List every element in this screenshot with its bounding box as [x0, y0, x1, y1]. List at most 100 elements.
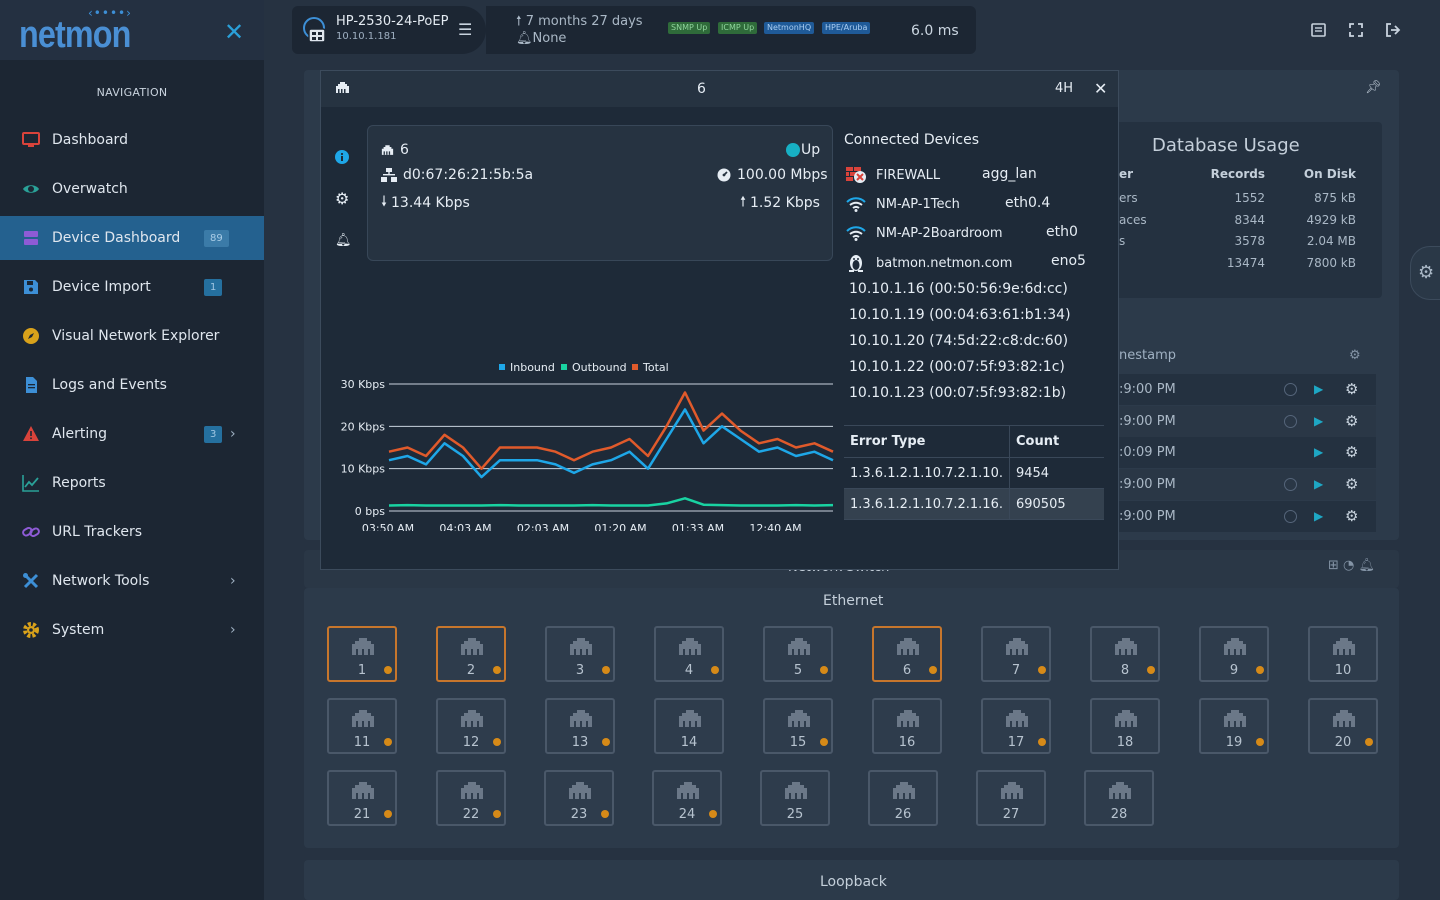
port-name: 6: [400, 142, 409, 158]
sidebar-item-overwatch[interactable]: Overwatch: [0, 167, 264, 211]
connected-device-row[interactable]: NM-AP-1Tech: [846, 196, 960, 212]
count-header[interactable]: Count: [1008, 425, 1104, 458]
connected-device-interface: eno5: [1051, 253, 1086, 269]
gear-icon[interactable]: ⚙: [1349, 348, 1361, 363]
time-range-selector[interactable]: 4H: [1055, 81, 1074, 96]
play-icon[interactable]: ▶: [1314, 413, 1324, 428]
play-icon[interactable]: ▶: [1314, 382, 1324, 396]
sidebar-item-label: Device Dashboard: [52, 230, 181, 246]
series-line-total: [388, 391, 834, 470]
sidebar: ‹••••› netmon ✕ NAVIGATION Dashboard Over…: [0, 0, 264, 900]
fullscreen-icon[interactable]: [1349, 23, 1363, 37]
ethernet-port[interactable]: 20: [1308, 698, 1378, 754]
ethernet-port-icon: [351, 782, 375, 804]
ethernet-port[interactable]: 7: [981, 626, 1051, 682]
nav-heading: NAVIGATION: [96, 86, 168, 99]
switch-toolbar-icons[interactable]: ⊞ ◔ 🔔︎: [1328, 558, 1376, 573]
device-selector[interactable]: HP-2530-24-PoEP 10.10.1.181 ☰: [292, 6, 486, 54]
list-item[interactable]: :9:00 PM ▶ ⚙: [1104, 500, 1376, 532]
sidebar-item-reports[interactable]: Reports: [0, 461, 264, 505]
ethernet-port[interactable]: 1: [327, 626, 397, 682]
sidebar-item-logs-and-events[interactable]: Logs and Events: [0, 363, 264, 407]
error-type-cell: 1.3.6.1.2.1.10.7.2.1.10.: [844, 457, 1010, 489]
log-icon[interactable]: [1311, 23, 1326, 37]
play-icon[interactable]: ▶: [1314, 445, 1324, 460]
list-item[interactable]: :9:00 PM ▶ ⚙: [1104, 405, 1376, 437]
connected-device-row[interactable]: batmon.netmon.com: [846, 254, 1012, 272]
gear-icon[interactable]: ⚙: [1345, 411, 1359, 430]
sidebar-item-visual-network-explorer[interactable]: Visual Network Explorer: [0, 314, 264, 358]
ethernet-port[interactable]: 27: [976, 770, 1046, 826]
error-type-header[interactable]: Error Type: [844, 425, 1010, 458]
ethernet-port[interactable]: 16: [872, 698, 942, 754]
port-number: 13: [571, 735, 589, 750]
sidebar-item-network-tools[interactable]: Network Tools ›: [0, 559, 264, 603]
port-number: 19: [1225, 735, 1243, 750]
ethernet-port[interactable]: 9: [1199, 626, 1269, 682]
ethernet-port[interactable]: 21: [327, 770, 397, 826]
port-out-line: 🠕 1.52 Kbps: [740, 191, 820, 215]
ethernet-port[interactable]: 13: [545, 698, 615, 754]
error-table: Error Type Count 1.3.6.1.2.1.10.7.2.1.10…: [844, 425, 1104, 520]
ethernet-port[interactable]: 23: [544, 770, 614, 826]
ethernet-port[interactable]: 8: [1090, 626, 1160, 682]
alerts-tab-icon[interactable]: 🔔︎: [335, 233, 352, 248]
sidebar-item-alerting[interactable]: Alerting 3 ›: [0, 412, 264, 456]
device-menu-icon[interactable]: ☰: [458, 20, 473, 39]
ethernet-port[interactable]: 28: [1084, 770, 1154, 826]
ethernet-port[interactable]: 19: [1199, 698, 1269, 754]
pin-icon[interactable]: 📌︎: [1365, 80, 1382, 95]
radio-circle-icon[interactable]: [1284, 414, 1297, 428]
sidebar-item-dashboard[interactable]: Dashboard: [0, 118, 264, 162]
gear-icon[interactable]: ⚙: [1345, 475, 1359, 494]
gear-icon[interactable]: ⚙: [1345, 443, 1359, 462]
settings-gear-icon[interactable]: ⚙: [1418, 262, 1435, 283]
gear-icon[interactable]: ⚙: [1345, 506, 1359, 525]
ethernet-port[interactable]: 4: [654, 626, 724, 682]
ethernet-port[interactable]: 24: [652, 770, 722, 826]
sidebar-item-url-trackers[interactable]: URL Trackers: [0, 510, 264, 554]
list-item[interactable]: :9:00 PM ▶ ⚙: [1104, 469, 1376, 501]
ethernet-port[interactable]: 5: [763, 626, 833, 682]
table-row[interactable]: 1.3.6.1.2.1.10.7.2.1.16. 690505: [844, 488, 1104, 520]
close-sidebar-icon[interactable]: ✕: [224, 18, 245, 46]
ethernet-port-icon: [460, 638, 484, 660]
logo[interactable]: netmon: [19, 14, 131, 56]
ethernet-port[interactable]: 26: [868, 770, 938, 826]
ethernet-port[interactable]: 14: [654, 698, 724, 754]
ethernet-port[interactable]: 2: [436, 626, 506, 682]
play-icon[interactable]: ▶: [1314, 477, 1324, 492]
ethernet-port-icon: [787, 710, 811, 732]
table-row[interactable]: 1.3.6.1.2.1.10.7.2.1.10. 9454: [844, 457, 1104, 489]
connected-device-row[interactable]: NM-AP-2Boardroom: [846, 225, 1003, 241]
ethernet-port[interactable]: 12: [436, 698, 506, 754]
link-icon: [22, 523, 40, 541]
info-icon[interactable]: [335, 150, 349, 164]
ethernet-port[interactable]: 25: [760, 770, 830, 826]
port-number: 15: [789, 735, 807, 750]
ethernet-port[interactable]: 10: [1308, 626, 1378, 682]
sidebar-item-device-import[interactable]: Device Import 1: [0, 265, 264, 309]
radio-circle-icon[interactable]: [1284, 478, 1297, 492]
ethernet-port[interactable]: 17: [981, 698, 1051, 754]
play-icon[interactable]: ▶: [1314, 508, 1324, 523]
sidebar-item-device-dashboard[interactable]: Device Dashboard 89: [0, 216, 264, 260]
connected-device-row[interactable]: FIREWALL: [846, 167, 940, 183]
ethernet-port[interactable]: 11: [327, 698, 397, 754]
radio-circle-icon[interactable]: [1284, 383, 1297, 396]
settings-tab-icon[interactable]: ⚙: [335, 189, 350, 208]
list-item[interactable]: :0:09 PM ▶ ⚙: [1104, 437, 1376, 469]
logout-icon[interactable]: [1385, 23, 1401, 37]
ethernet-port[interactable]: 6: [872, 626, 942, 682]
ethernet-port[interactable]: 22: [436, 770, 506, 826]
timestamp-value: :9:00 PM: [1119, 477, 1176, 493]
list-item[interactable]: :9:00 PM ▶ ⚙: [1104, 374, 1376, 405]
close-icon[interactable]: ✕: [1094, 79, 1108, 98]
settings-handle[interactable]: [1410, 246, 1440, 300]
ethernet-port[interactable]: 15: [763, 698, 833, 754]
radio-circle-icon[interactable]: [1284, 509, 1297, 523]
gear-icon[interactable]: ⚙: [1345, 380, 1359, 398]
sidebar-item-system[interactable]: System ›: [0, 608, 264, 652]
ethernet-port[interactable]: 3: [545, 626, 615, 682]
ethernet-port[interactable]: 18: [1090, 698, 1160, 754]
